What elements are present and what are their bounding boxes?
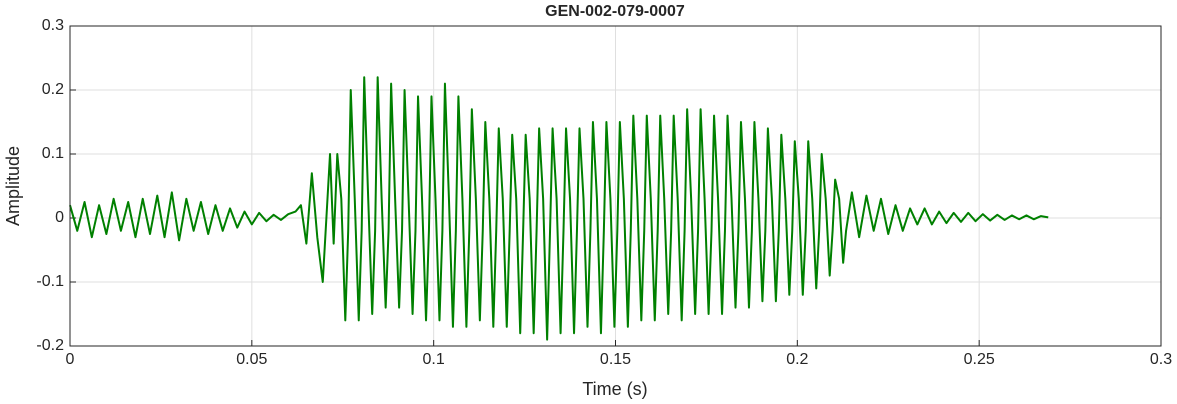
x-tick-label: 0.2 [786, 351, 808, 368]
plot-area [69, 76, 1049, 341]
x-tick-label: 0.25 [964, 351, 995, 368]
y-tick-label: 0.1 [42, 145, 64, 162]
x-tick-label: 0 [66, 351, 75, 368]
x-tick-label: 0.15 [600, 351, 631, 368]
x-axis-label: Time (s) [582, 379, 647, 399]
chart-title: GEN-002-079-0007 [545, 3, 685, 20]
x-tick-label: 0.05 [236, 351, 267, 368]
x-tick-label: 0.3 [1150, 351, 1172, 368]
y-tick-label: 0.2 [42, 81, 64, 98]
axes-box [69, 25, 1162, 347]
x-tick-label: 0.1 [423, 351, 445, 368]
y-tick-label: 0.3 [42, 17, 64, 34]
y-axis-label: Amplitude [3, 146, 23, 226]
y-tick-label: -0.2 [36, 337, 64, 354]
y-tick-label: 0 [55, 209, 64, 226]
y-tick-label: -0.1 [36, 273, 64, 290]
waveform-line [69, 76, 1049, 341]
